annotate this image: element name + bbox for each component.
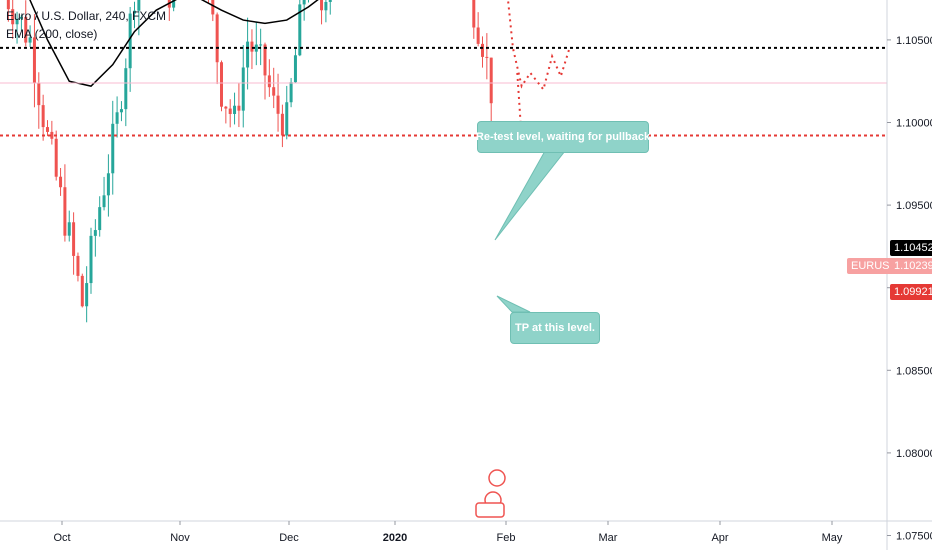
x-tick-label: Apr	[711, 532, 728, 544]
current-price-tag: 1.10239	[890, 258, 932, 274]
candle-body	[102, 195, 106, 208]
candle-body	[85, 283, 89, 307]
x-tick-label: Mar	[599, 532, 618, 544]
retest-callout-pointer	[494, 150, 567, 241]
candle-body	[485, 56, 489, 58]
candle-body	[80, 275, 84, 307]
candle-body	[67, 222, 71, 236]
y-tick-label: 1.07500	[896, 531, 932, 543]
candle-body	[259, 44, 263, 46]
candle-body	[41, 105, 45, 128]
candle-body	[19, 16, 23, 19]
candle-body	[220, 62, 223, 107]
projection-path	[507, 0, 571, 92]
y-tick-label: 1.10500	[896, 35, 932, 47]
candle-body	[293, 55, 297, 83]
candle-body	[276, 95, 280, 114]
candle-body	[320, 0, 324, 11]
candle-body	[250, 41, 254, 52]
candle-body	[280, 113, 284, 136]
ema-line	[29, 0, 319, 87]
candle-body	[111, 123, 115, 174]
candle-body	[128, 13, 132, 69]
candle-body	[59, 176, 63, 188]
candle-body	[224, 106, 228, 109]
candle-body	[254, 44, 258, 52]
tp-callout-pointer	[496, 295, 531, 313]
candle-body	[76, 255, 80, 276]
candle-body	[172, 0, 176, 8]
candle-body	[24, 16, 28, 43]
candle-body	[50, 131, 54, 139]
candle-body	[63, 187, 67, 236]
y-tick-label: 1.08500	[896, 365, 932, 377]
candle-body	[476, 27, 480, 44]
candle-body	[289, 82, 293, 103]
candle-body	[6, 0, 10, 10]
candle-body	[54, 138, 58, 177]
x-tick-label: Feb	[497, 532, 516, 544]
candle-body	[489, 57, 493, 104]
retest-note: Re-test level, waiting for pullback	[475, 131, 651, 143]
candle-body	[37, 83, 41, 106]
candle-body	[237, 105, 241, 111]
candle-body	[285, 102, 289, 136]
candle-body	[124, 68, 128, 110]
candle-body	[89, 235, 93, 284]
chart-legend: Euro / U.S. Dollar, 240, FXCM EMA (200, …	[6, 7, 166, 43]
y-tick-label: 1.08000	[896, 448, 932, 460]
candle-body	[211, 0, 215, 15]
symbol-tag: EURUSD	[847, 258, 902, 274]
candle-body	[481, 43, 484, 57]
x-tick-label: 2020	[383, 532, 407, 544]
candle-body	[98, 207, 102, 231]
candle-body	[228, 108, 232, 114]
candle-body	[32, 37, 36, 84]
retest-price-tag: 1.10452	[890, 240, 932, 256]
candle-body	[246, 41, 250, 68]
tp-price-tag: 1.09921	[890, 284, 932, 300]
candle-body	[267, 75, 271, 88]
y-tick-label: 1.09500	[896, 200, 932, 212]
retest-callout[interactable]: Re-test level, waiting for pullback	[475, 121, 651, 153]
candle-body	[233, 105, 237, 114]
candle-body	[28, 37, 32, 43]
candle-body	[298, 4, 302, 56]
candle-body	[302, 0, 306, 5]
indicator-label: EMA (200, close)	[6, 27, 98, 41]
candle-body	[328, 0, 332, 2]
candle-body	[11, 9, 15, 25]
candle-body	[324, 1, 328, 11]
tp-callout[interactable]: TP at this level.	[510, 312, 600, 344]
x-tick-label: May	[822, 532, 843, 544]
event-marker-icon	[488, 469, 506, 487]
x-tick-label: Oct	[53, 532, 70, 544]
candle-body	[106, 173, 110, 196]
candle-body	[15, 18, 19, 25]
candle-body	[46, 127, 49, 132]
candle-body	[241, 67, 245, 111]
candle-body	[72, 222, 76, 256]
x-tick-label: Dec	[279, 532, 299, 544]
candle-body	[133, 10, 136, 14]
flag-marker-icon	[475, 502, 505, 518]
candle-body	[115, 112, 119, 124]
tp-note: TP at this level.	[515, 322, 595, 334]
lines-layer	[0, 0, 887, 518]
candle-body	[472, 0, 476, 28]
x-tick-label: Nov	[170, 532, 190, 544]
candle-body	[215, 14, 219, 63]
candle-body	[272, 87, 276, 96]
y-tick-label: 1.10000	[896, 118, 932, 130]
candle-body	[119, 109, 123, 113]
candle-body	[263, 44, 267, 76]
candles-layer	[6, 0, 493, 323]
candle-body	[93, 230, 97, 236]
chart-title: Euro / U.S. Dollar, 240, FXCM	[6, 9, 167, 23]
candle-body	[137, 0, 141, 11]
